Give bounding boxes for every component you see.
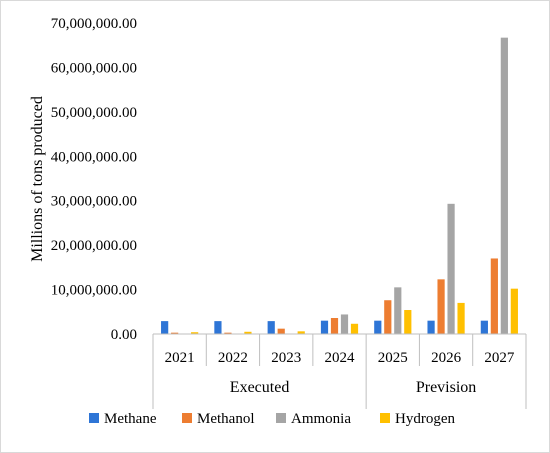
bar-methane-2022: [214, 321, 222, 334]
x-tick-label: 2026: [431, 350, 462, 366]
y-tick-label: 20,000,000.00: [51, 238, 137, 254]
bar-ammonia-2027: [500, 37, 508, 334]
y-tick-label: 60,000,000.00: [51, 60, 137, 76]
bar-methanol-2024: [330, 318, 339, 334]
y-axis-label: Millions of tons produced: [29, 96, 46, 262]
bar-ammonia-2025: [394, 287, 402, 334]
y-tick-label: 50,000,000.00: [51, 105, 137, 121]
bar-methane-2023: [267, 321, 275, 334]
legend: Methane Methanol Ammonia Hydrogen: [89, 411, 455, 427]
bar-hydrogen-2022: [244, 331, 252, 334]
bar-methanol-2023: [277, 328, 285, 334]
y-tick-labels: 0.00 10,000,000.00 20,000,000.00 30,000,000…: [51, 16, 137, 343]
legend-swatch-methanol: [182, 413, 192, 423]
bar-methane-2027: [480, 320, 488, 334]
y-tick-label: 10,000,000.00: [51, 283, 137, 299]
bar-hydrogen-2024: [350, 323, 359, 334]
y-tick-label: 0.00: [111, 327, 137, 343]
legend-label: Methanol: [197, 411, 255, 427]
bar-hydrogen-2026: [457, 302, 465, 334]
x-tick-label: 2025: [378, 350, 408, 366]
legend-swatch-hydrogen: [380, 413, 390, 423]
y-tick-label: 30,000,000.00: [51, 194, 137, 210]
x-tick-label: 2024: [325, 350, 356, 366]
legend-swatch-ammonia: [276, 413, 286, 423]
bar-methanol-2025: [384, 300, 392, 334]
y-tick-label: 70,000,000.00: [51, 16, 137, 32]
bar-methanol-2026: [437, 279, 445, 334]
x-tick-label: 2023: [271, 350, 301, 366]
bar-methanol-2027: [490, 258, 498, 334]
legend-swatch-methane: [89, 413, 99, 423]
category-axis: [152, 333, 527, 409]
x-tick-labels: 2021 2022 2023 2024 2025 2026 2027: [165, 350, 515, 366]
group-label: Executed: [230, 379, 290, 396]
legend-label: Hydrogen: [395, 411, 455, 427]
bar-ammonia-2026: [447, 203, 455, 334]
x-tick-label: 2027: [484, 350, 515, 366]
bar-methane-2025: [374, 320, 382, 334]
legend-label: Ammonia: [291, 411, 351, 427]
bar-methanol-2021: [171, 332, 179, 334]
bar-hydrogen-2023: [297, 331, 305, 334]
bar-methane-2024: [320, 320, 329, 334]
bars: [161, 37, 518, 334]
legend-label: Methane: [104, 411, 157, 427]
x-tick-label: 2021: [165, 350, 195, 366]
bar-methane-2021: [161, 321, 169, 334]
y-tick-label: 40,000,000.00: [51, 149, 137, 165]
bar-hydrogen-2027: [510, 288, 518, 334]
bar-hydrogen-2021: [191, 332, 199, 334]
x-tick-label: 2022: [218, 350, 248, 366]
group-label: Prevision: [416, 379, 476, 396]
bar-hydrogen-2025: [404, 310, 412, 334]
group-labels: Executed Prevision: [230, 379, 476, 396]
bar-ammonia-2024: [340, 314, 349, 334]
bar-methane-2026: [427, 320, 435, 334]
bar-methanol-2022: [224, 332, 232, 334]
